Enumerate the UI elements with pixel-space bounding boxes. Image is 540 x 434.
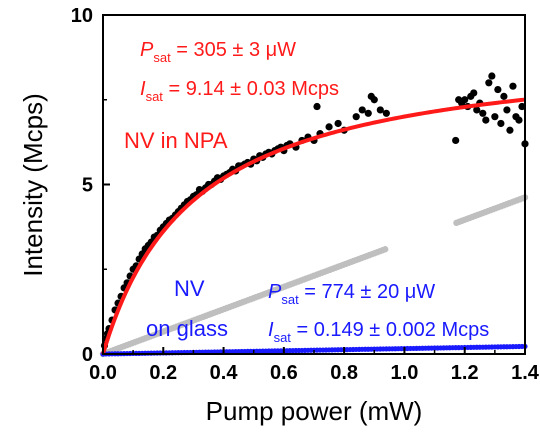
npa-data-point xyxy=(503,106,511,114)
background-data-point xyxy=(382,246,389,253)
npa-data-point xyxy=(325,123,333,131)
glass-isat-label: Isat = 0.149 ± 0.002 Mcps xyxy=(268,319,489,345)
npa-data-point xyxy=(509,82,517,90)
saturation-fit-line xyxy=(101,97,526,355)
x-tick-label: 0.8 xyxy=(330,362,358,384)
npa-data-point xyxy=(518,102,526,111)
x-tick-label: 0.2 xyxy=(149,362,177,384)
npa-data-point xyxy=(473,106,481,114)
npa-data-point xyxy=(313,102,321,111)
npa-data-point xyxy=(515,116,523,124)
npa-data-point xyxy=(494,85,502,94)
npa-data-point xyxy=(470,89,478,97)
npa-data-point xyxy=(506,126,514,134)
npa-data-point xyxy=(497,119,505,128)
npa-data-point xyxy=(479,109,487,117)
npa-data-point xyxy=(485,79,493,87)
axis-ticks: 0.0 0.2 0.4 0.6 0.8 1.0 1.2 1.4 0 5 10 xyxy=(71,5,540,384)
npa-data-point xyxy=(370,96,378,104)
npa-psat-label: Psat = 305 ± 3 μW xyxy=(140,39,296,65)
npa-data-point xyxy=(452,136,460,145)
nv-glass-label-line2: on glass xyxy=(146,316,228,341)
y-tick-label: 10 xyxy=(71,5,93,27)
y-axis-label: Intensity (Mcps) xyxy=(18,93,48,277)
nv-glass-label-line1: NV xyxy=(174,276,205,301)
npa-data-point xyxy=(352,113,360,121)
npa-data-point xyxy=(488,72,496,80)
x-tick-label: 0.0 xyxy=(89,362,117,384)
npa-data-point xyxy=(358,106,366,114)
npa-annotations: Psat = 305 ± 3 μW Isat = 9.14 ± 0.03 Mcp… xyxy=(124,39,339,153)
npa-data-point xyxy=(334,119,342,128)
y-tick-label: 0 xyxy=(82,344,93,366)
x-tick-label: 1.0 xyxy=(391,362,419,384)
glass-psat-label: Psat = 774 ± 20 μW xyxy=(268,281,435,307)
y-tick-label: 5 xyxy=(82,175,93,197)
npa-data-point xyxy=(461,96,469,104)
x-tick-label: 1.2 xyxy=(451,362,479,384)
plot-area xyxy=(99,72,529,358)
npa-data-point xyxy=(376,106,384,114)
plot-frame xyxy=(102,14,526,355)
x-tick-label: 1.4 xyxy=(511,362,540,384)
npa-isat-label: Isat = 9.14 ± 0.03 Mcps xyxy=(140,78,339,104)
x-tick-label: 0.6 xyxy=(270,362,298,384)
x-axis-label: Pump power (mW) xyxy=(206,396,423,426)
npa-data-point xyxy=(500,92,508,100)
npa-data-point xyxy=(482,116,490,124)
npa-data-point xyxy=(491,113,499,121)
x-tick-label: 0.4 xyxy=(210,362,239,384)
nv-npa-label: NV in NPA xyxy=(124,128,228,153)
glass-annotations: NV on glass Psat = 774 ± 20 μW Isat = 0.… xyxy=(146,276,489,345)
npa-data-point xyxy=(382,109,390,117)
npa-data-point xyxy=(364,109,372,117)
